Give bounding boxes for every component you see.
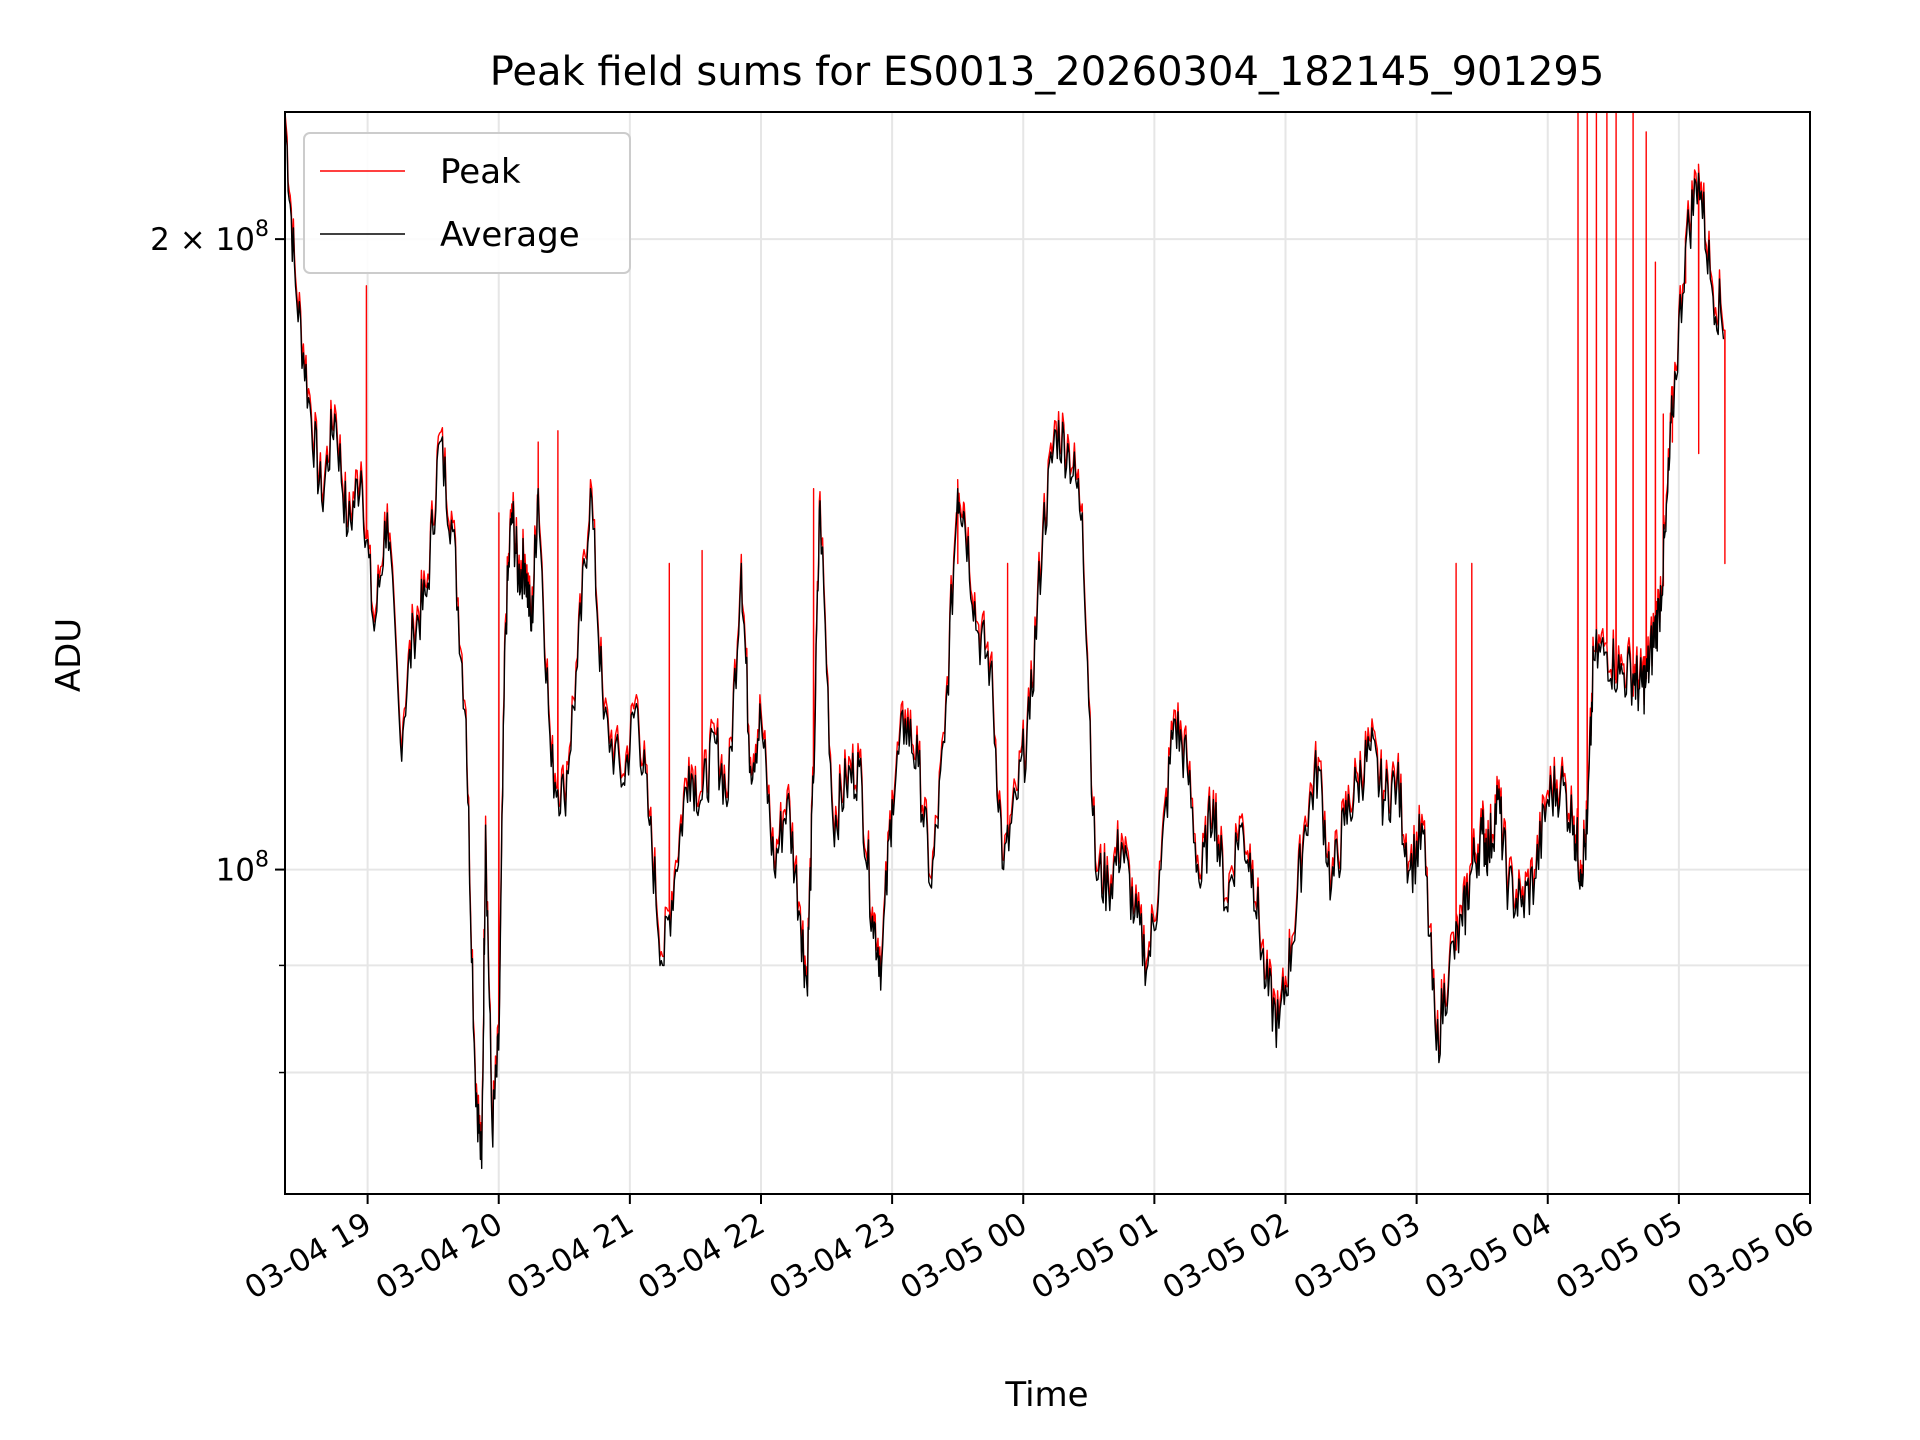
y-axis-label: ADU (49, 618, 89, 692)
legend-peak-label: Peak (440, 152, 521, 192)
series-average-line (284, 115, 1725, 1170)
x-axis-label: Time (1004, 1375, 1088, 1415)
plot-frame (284, 111, 1811, 1195)
legend-average-label: Average (440, 215, 580, 255)
legend-box (303, 132, 631, 274)
chart-title: Peak field sums for ES0013_20260304_1821… (490, 49, 1605, 95)
series-layer (284, 111, 1726, 1170)
y-axis: 108 2 × 108 (150, 217, 285, 1074)
legend: Peak Average (303, 132, 631, 274)
y-tick-label: 2 × 108 (150, 217, 269, 258)
series-peak-line (284, 111, 1726, 1160)
y-tick-label: 108 (216, 848, 269, 889)
